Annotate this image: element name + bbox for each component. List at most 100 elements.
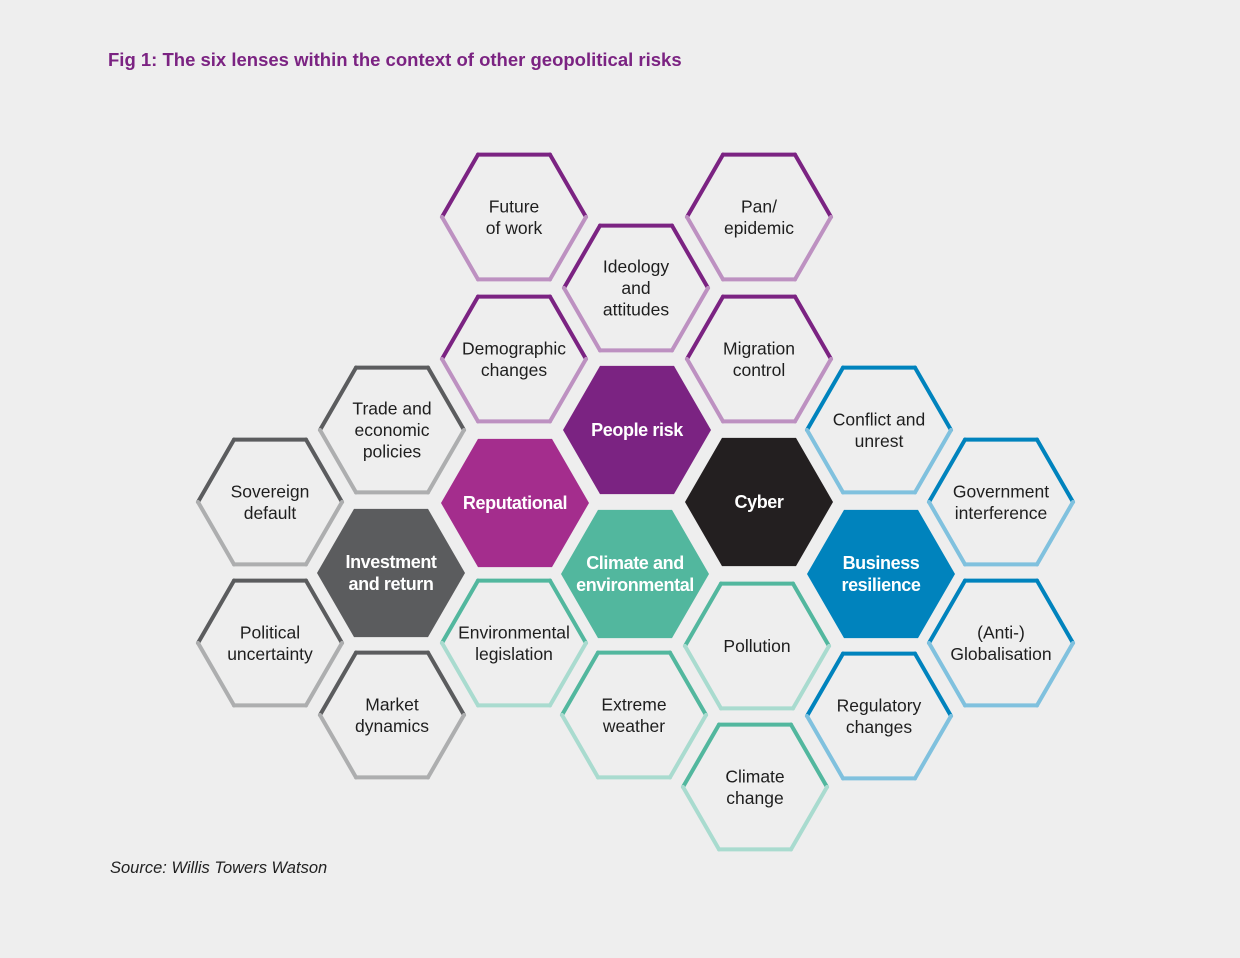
risk-regulatory-changes-label-line: Regulatory (837, 695, 922, 715)
risk-hex-fill (929, 580, 1073, 706)
risk-hex-edge (548, 578, 588, 645)
lens-hex-reputational: Reputational (441, 438, 589, 568)
risk-hex-edge (791, 644, 831, 711)
risk-trade-and-economic-policies-label-line: economic (355, 420, 430, 440)
lens-hex-fill (563, 365, 711, 495)
lens-business-label-line: resilience (841, 575, 920, 595)
risk-hex-edge (196, 641, 236, 708)
risk-hex-fill (807, 367, 951, 493)
lens-cyber-label-line: Cyber (734, 492, 783, 512)
risk-hex-edge (1035, 578, 1075, 645)
lens-hex-fill (317, 508, 465, 638)
risk-hex-edge (789, 722, 829, 789)
risk-demographic-changes-label-line: changes (481, 360, 547, 380)
risk-hex-edge (913, 428, 953, 495)
risk-hex-edge (683, 581, 723, 648)
risk-hex-political-uncertainty: Political uncertainty (196, 578, 344, 708)
risk-hex-fill (683, 724, 827, 850)
risk-ideology-and-attitudes-label-line: Ideology (603, 257, 669, 277)
lens-investment-label-line: and return (348, 574, 433, 594)
risk-hex-edge (318, 428, 358, 495)
risk-market-dynamics-label-line: dynamics (355, 716, 429, 736)
risk-government-interference-label-line: interference (955, 503, 1047, 523)
risk-hex-edge (913, 651, 953, 718)
lens-cyber-label: Cyber (734, 492, 783, 512)
risk-hex-edge (440, 578, 480, 645)
risk-sovereign-default-label-line: Sovereign (231, 481, 310, 501)
risk-hex-edge (670, 286, 710, 353)
risk-demographic-changes-label: Demographic changes (462, 338, 566, 380)
lens-people-label: People risk (591, 420, 684, 440)
risk-hex-government-interference: Government interference (927, 437, 1075, 567)
risk-environmental-legislation-label-line: legislation (475, 644, 553, 664)
lens-hex-cyber: Cyber (685, 437, 833, 567)
lens-hex-fill (441, 438, 589, 568)
risk-hex-fill (687, 296, 831, 422)
risk-trade-and-economic-policies-label: Trade and economic policies (352, 399, 431, 462)
risk-anti-globalisation-label-line: Globalisation (950, 644, 1051, 664)
risk-government-interference-label: Government interference (953, 481, 1049, 523)
risk-pollution-label: Pollution (723, 636, 790, 656)
risk-hex-climate-change: Climate change (681, 722, 829, 852)
risk-conflict-and-unrest-label-line: unrest (855, 431, 904, 451)
risk-hex-fill (442, 580, 586, 706)
risk-hex-trade-and-economic-policies: Trade and economic policies (318, 365, 466, 495)
risk-hex-ideology-and-attitudes: Ideology and attitudes (562, 223, 710, 353)
lens-hex-climate: Climate and environmental (561, 509, 709, 639)
risk-hex-edge (304, 578, 344, 645)
risk-hex-extreme-weather: Extreme weather (560, 650, 708, 780)
risk-hex-edge (562, 286, 602, 353)
risk-trade-and-economic-policies-label-line: policies (363, 442, 422, 462)
risk-hex-edge (426, 428, 466, 495)
risk-hex-pan-epidemic: Pan/epidemic (685, 152, 833, 282)
risk-hex-edge (805, 651, 845, 718)
risk-market-dynamics-label: Market dynamics (355, 694, 429, 736)
risk-hex-edge (440, 152, 480, 219)
risk-hex-edge (791, 581, 831, 648)
risk-hex-edge (548, 215, 588, 282)
risk-hex-fill (442, 154, 586, 280)
lens-hex-fill (685, 437, 833, 567)
risk-future-of-work-label-line: of work (486, 218, 543, 238)
risk-hex-fill (929, 439, 1073, 565)
risk-hex-regulatory-changes: Regulatory changes (805, 651, 953, 781)
risk-hex-edge (1035, 641, 1075, 708)
risk-hex-edge (562, 223, 602, 290)
risk-hex-edge (805, 365, 845, 432)
risk-migration-control-label: Migration control (723, 338, 795, 380)
risk-demographic-changes-label-line: Demographic (462, 338, 566, 358)
risk-regulatory-changes-label: Regulatory changes (837, 695, 922, 737)
risk-hex-edge (304, 641, 344, 708)
risk-hex-edge (927, 500, 967, 567)
risk-hex-anti-globalisation: (Anti-) Globalisation (927, 578, 1075, 708)
risk-hex-conflict-and-unrest: Conflict and unrest (805, 365, 953, 495)
risk-hex-edge (440, 357, 480, 424)
risk-ideology-and-attitudes-label: Ideology and attitudes (603, 257, 669, 320)
risk-hex-pollution: Pollution (683, 581, 831, 711)
risk-hex-fill (320, 652, 464, 778)
source-note: Source: Willis Towers Watson (110, 859, 328, 877)
lens-investment-label: Investment and return (345, 552, 436, 594)
risk-hex-fill (562, 652, 706, 778)
risk-hex-edge (426, 650, 466, 717)
risk-hex-edge (196, 578, 236, 645)
risk-hex-environmental-legislation: Environmental legislation (440, 578, 588, 708)
figure-title: Fig 1: The six lenses within the context… (108, 49, 682, 70)
risk-hex-fill (320, 367, 464, 493)
risk-hex-market-dynamics: Market dynamics (318, 650, 466, 780)
risk-hex-edge (913, 714, 953, 781)
risk-hex-fill (685, 583, 829, 709)
risk-hex-edge (805, 428, 845, 495)
risk-climate-change-label-line: change (726, 788, 783, 808)
risk-hex-edge (913, 365, 953, 432)
risk-hex-edge (318, 713, 358, 780)
risk-hex-edge (304, 437, 344, 504)
risk-extreme-weather-label: Extreme weather (601, 694, 666, 736)
risk-sovereign-default-label: Sovereign default (231, 481, 310, 523)
risk-hex-edge (927, 437, 967, 504)
risk-hex-edge (681, 722, 721, 789)
lens-hex-investment: Investment and return (317, 508, 465, 638)
risk-hex-edge (548, 641, 588, 708)
lens-business-label: Business resilience (841, 553, 920, 595)
risk-hex-edge (793, 152, 833, 219)
